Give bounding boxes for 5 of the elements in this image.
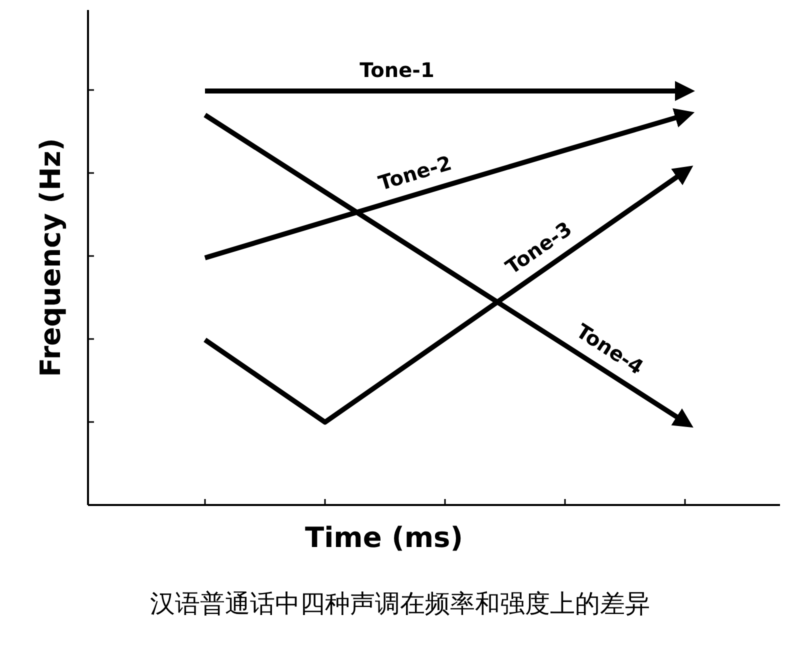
text: Tone-2	[376, 150, 454, 196]
y-axis-title: Frequency (Hz)	[34, 138, 67, 377]
series-label: Tone-1	[360, 58, 434, 82]
text: 汉语普通话中四种声调在频率和强度上的差异	[150, 589, 650, 618]
x-axis-title: Time (ms)	[304, 521, 464, 554]
